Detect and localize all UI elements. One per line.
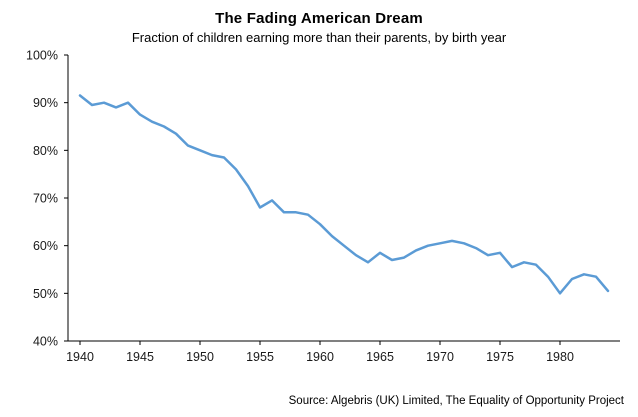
source-text: Source: Algebris (UK) Limited, The Equal… [288, 395, 624, 407]
x-axis-label: 1975 [486, 350, 514, 364]
x-axis-label: 1965 [366, 350, 394, 364]
x-axis-label: 1945 [126, 350, 154, 364]
x-axis-label: 1970 [426, 350, 454, 364]
chart-title: The Fading American Dream [215, 10, 423, 27]
chart-subtitle: Fraction of children earning more than t… [131, 30, 507, 45]
x-axis-label: 1940 [66, 350, 94, 364]
x-axis-label: 1960 [306, 350, 334, 364]
x-axis-label: 1980 [546, 350, 574, 364]
data-line [78, 94, 610, 295]
x-axis-label: 1950 [186, 350, 214, 364]
x-axis-label: 1955 [246, 350, 274, 364]
y-axis-label: 70% [33, 192, 58, 206]
y-axis-label: 50% [33, 287, 58, 301]
plot-area: 40% 50% 60% 70% 80% 90% 100% 1940 1945 1950 1955 19… [0, 47, 638, 377]
y-axis-label: 90% [33, 96, 58, 110]
y-axis-label: 60% [33, 239, 58, 253]
line-chart-svg: 40% 50% 60% 70% 80% 90% 100% 1940 1945 1950 1955 19… [26, 49, 620, 364]
y-axis-label: 80% [33, 144, 58, 158]
y-axis-label: 100% [26, 49, 58, 63]
y-axis-label: 40% [33, 335, 58, 349]
